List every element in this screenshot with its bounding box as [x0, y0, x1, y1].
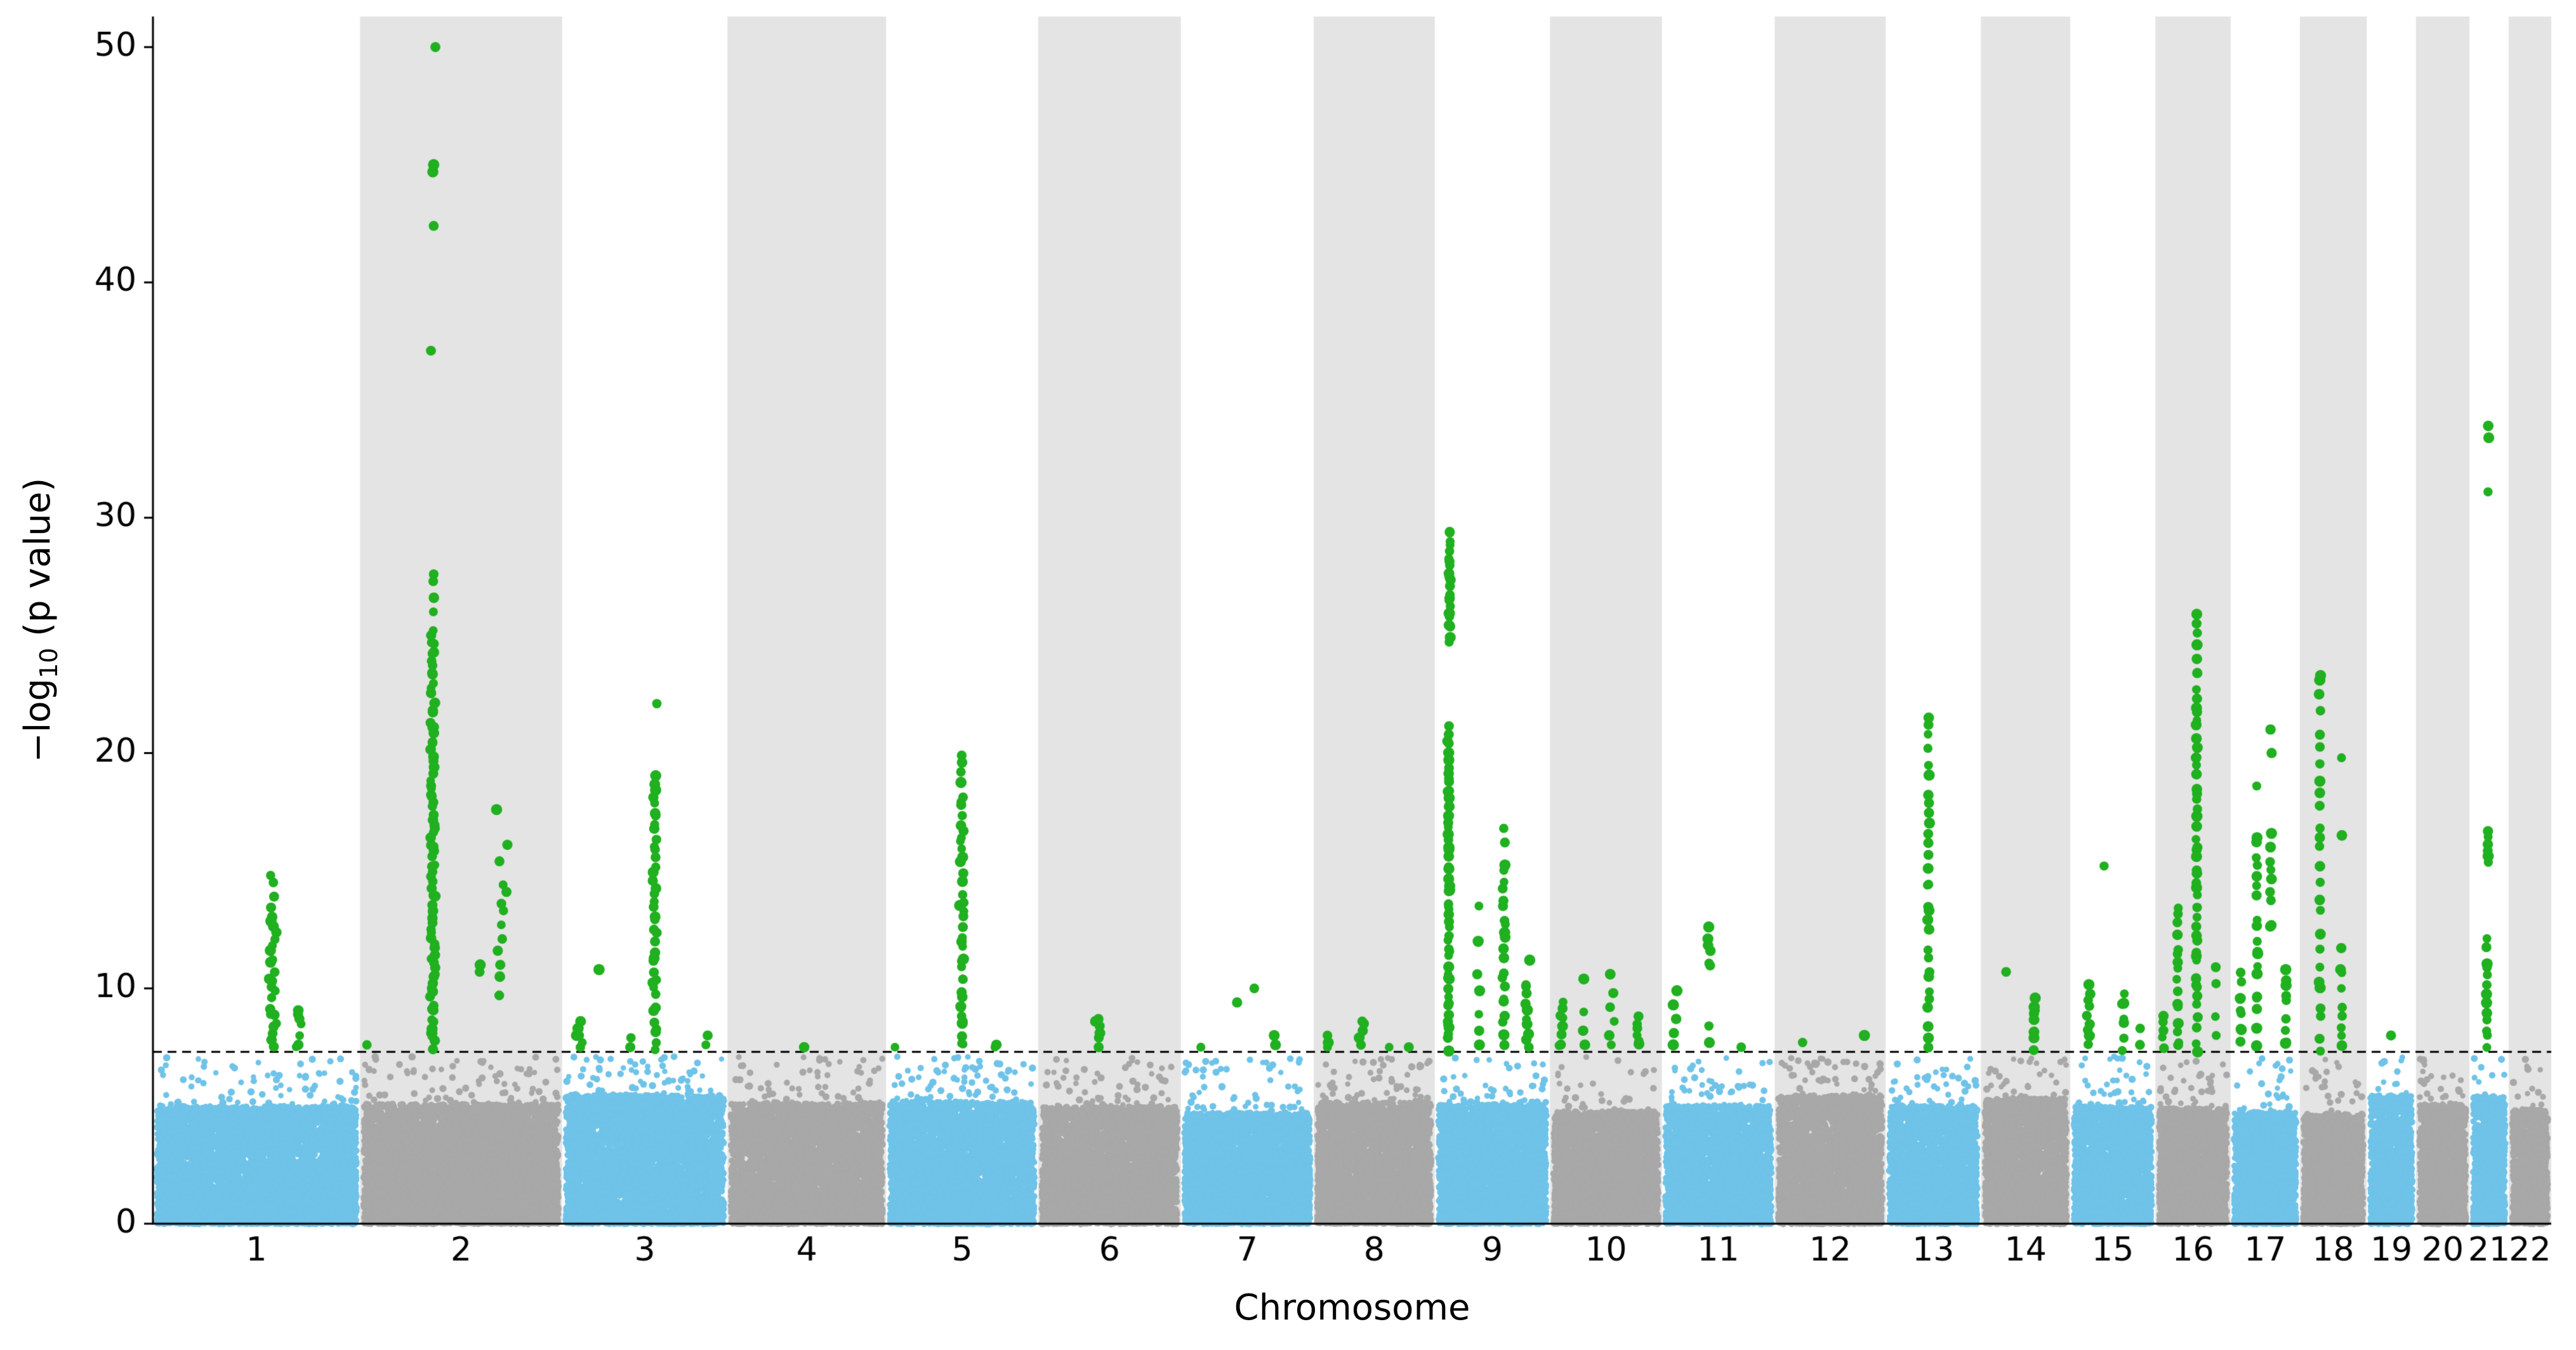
y-axis-label-pre: −log [17, 678, 58, 763]
y-axis-label-post: (p value) [17, 477, 58, 648]
x-axis-label: Chromosome [1234, 1287, 1470, 1328]
y-axis-label-subscript: 10 [35, 647, 63, 678]
y-axis-label: −log10 (p value) [16, 366, 63, 874]
